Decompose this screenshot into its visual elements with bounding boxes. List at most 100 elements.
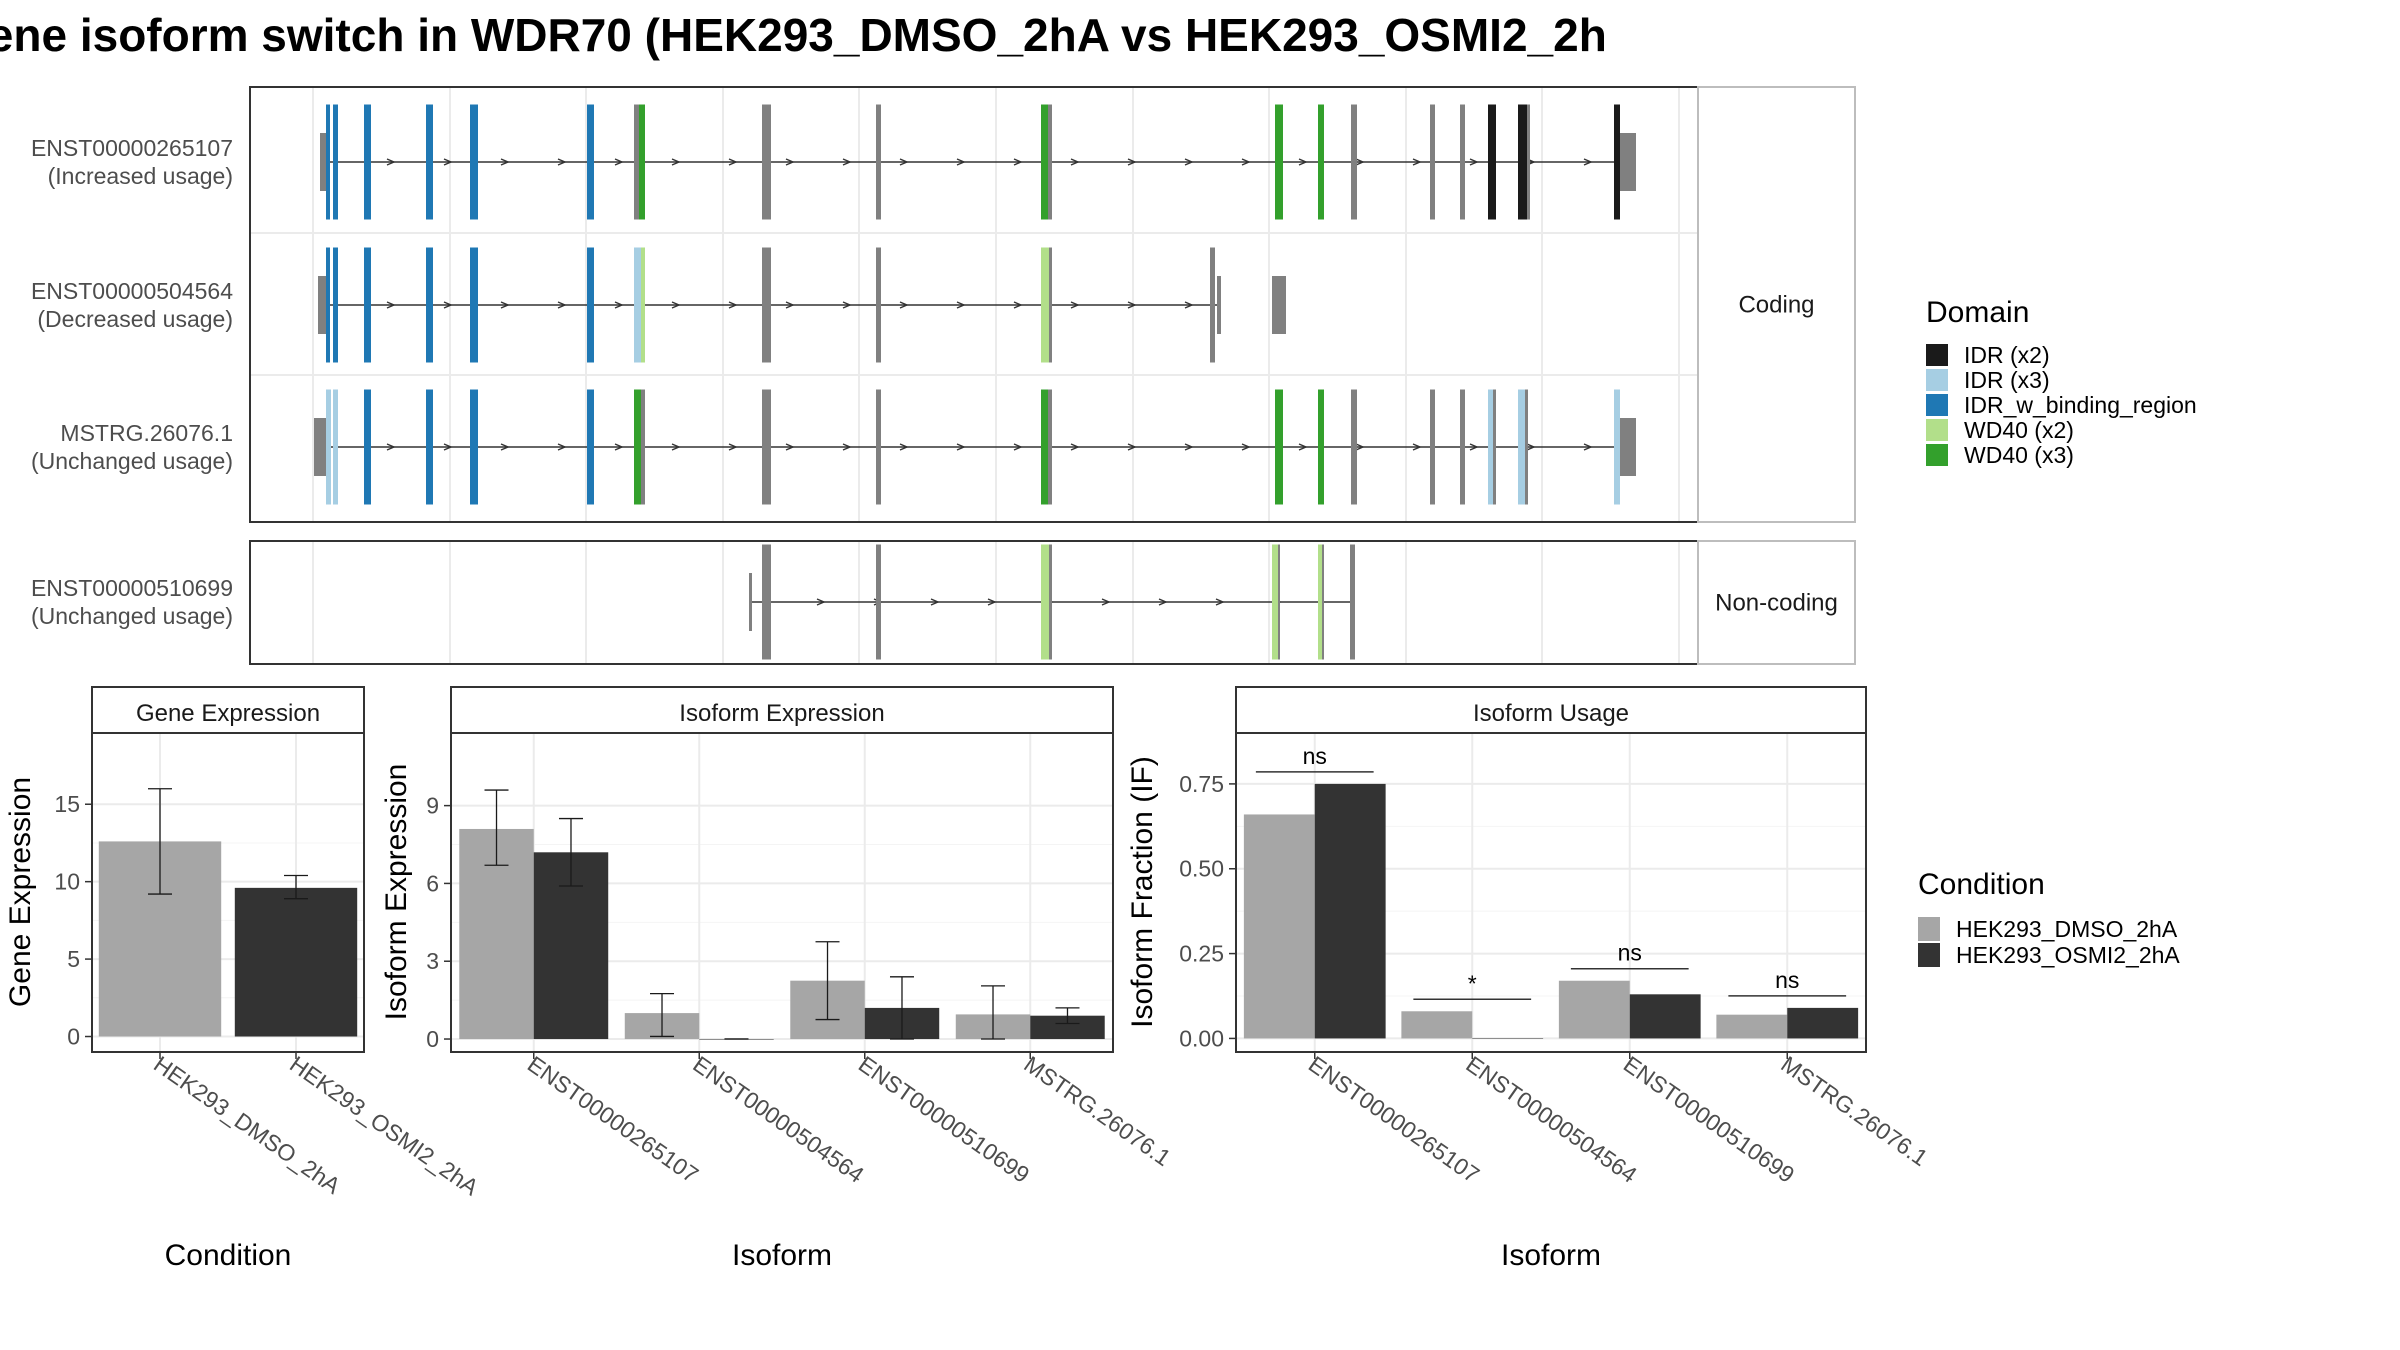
- transcript-track-ENST00000504564: [318, 247, 1286, 363]
- direction-arrow: [500, 443, 510, 451]
- coding-exon: [1041, 104, 1052, 220]
- coding-exon: [1351, 104, 1357, 220]
- direction-arrow: [671, 301, 681, 309]
- direction-arrow: [500, 301, 510, 309]
- direction-arrow: [614, 443, 624, 451]
- direction-arrow: [728, 301, 738, 309]
- direction-arrow: [899, 158, 909, 166]
- exon-edge: [1049, 247, 1052, 363]
- bar: [1030, 1015, 1105, 1040]
- coding-exon: [1430, 104, 1435, 220]
- direction-arrow: [785, 443, 795, 451]
- bar: [1629, 994, 1701, 1039]
- direction-arrow: [443, 301, 453, 309]
- coding-exon: [470, 247, 478, 363]
- direction-arrow: [386, 301, 396, 309]
- exon-edge: [1049, 544, 1052, 660]
- coding-exon: [470, 104, 478, 220]
- x-tick-label: ENST00000510699: [854, 1051, 1034, 1188]
- direction-arrow: [1013, 443, 1023, 451]
- utr-exon: [1272, 276, 1286, 334]
- utr-exon: [318, 276, 327, 334]
- direction-arrow: [1298, 158, 1308, 166]
- direction-arrow: [1070, 443, 1080, 451]
- significance-label: ns: [1618, 940, 1642, 966]
- exon-edge: [1527, 104, 1530, 220]
- direction-arrow: [1013, 158, 1023, 166]
- transcript-track-ENST00000265107: [320, 104, 1636, 220]
- coding-exon: [1318, 544, 1324, 660]
- utr-exon: [320, 133, 326, 191]
- direction-arrow: [956, 158, 966, 166]
- chart-title: Gene Expression: [136, 700, 320, 727]
- coding-exon: [326, 104, 330, 220]
- coding-exon: [1488, 104, 1496, 220]
- coding-exon: [762, 104, 771, 220]
- direction-arrow: [1355, 158, 1365, 166]
- y-tick-label: 10: [54, 869, 80, 895]
- direction-arrow: [816, 598, 826, 606]
- figure-title: Gene isoform switch in WDR70 (HEK293_DMS…: [0, 9, 1607, 61]
- direction-arrow: [842, 301, 852, 309]
- condition-legend-key: [1918, 917, 1940, 941]
- coding-exon: [1272, 544, 1280, 660]
- direction-arrow: [557, 443, 567, 451]
- coding-exon: [333, 247, 338, 363]
- transcript-label-id: ENST00000510699: [31, 575, 233, 601]
- direction-arrow: [1469, 158, 1479, 166]
- direction-arrow: [1158, 598, 1168, 606]
- direction-arrow: [1583, 158, 1593, 166]
- coding-exon: [1430, 389, 1435, 505]
- direction-arrow: [1127, 443, 1137, 451]
- direction-arrow: [842, 158, 852, 166]
- direction-arrow: [1241, 158, 1251, 166]
- direction-arrow: [557, 301, 567, 309]
- direction-arrow: [930, 598, 940, 606]
- domain-legend-label: IDR (x3): [1964, 367, 2050, 393]
- direction-arrow: [1101, 598, 1111, 606]
- facet-strip: [1697, 540, 1856, 665]
- y-axis-label: Gene Expression: [4, 777, 37, 1007]
- facet-strip-label: Non-coding: [1715, 590, 1838, 617]
- coding-exon: [1460, 389, 1465, 505]
- exon-edge: [1048, 104, 1052, 220]
- coding-exon: [1518, 389, 1528, 505]
- direction-arrow: [728, 158, 738, 166]
- coding-exon: [1351, 389, 1357, 505]
- coding-exon: [470, 389, 478, 505]
- x-tick-label: ENST00000265107: [523, 1051, 703, 1188]
- facet-strip: [1235, 686, 1867, 734]
- transcript-label-id: MSTRG.26076.1: [60, 420, 233, 446]
- x-axis-label: Isoform: [732, 1239, 832, 1272]
- coding-exon: [762, 247, 771, 363]
- bar: [1558, 980, 1630, 1039]
- domain-legend-label: WD40 (x2): [1964, 417, 2074, 443]
- coding-exon: [333, 389, 338, 505]
- coding-exon: [876, 544, 881, 660]
- transcript-label-usage: (Unchanged usage): [31, 448, 233, 474]
- domain-legend-label: IDR_w_binding_region: [1964, 392, 2197, 418]
- domain-legend-key: [1926, 369, 1948, 391]
- direction-arrow: [1184, 301, 1194, 309]
- condition-legend-key: [1918, 943, 1940, 967]
- y-tick-label: 9: [426, 793, 439, 819]
- facet-strip: [450, 686, 1114, 734]
- utr-exon: [314, 418, 326, 476]
- y-tick-label: 5: [67, 946, 80, 972]
- bar: [1716, 1014, 1788, 1039]
- direction-arrow: [443, 158, 453, 166]
- x-tick-label: MSTRG.26076.1: [1019, 1051, 1175, 1171]
- direction-arrow: [1526, 443, 1536, 451]
- coding-exon: [1350, 544, 1355, 660]
- exon-edge: [1525, 389, 1528, 505]
- significance-label: *: [1468, 970, 1477, 996]
- coding-exon: [1041, 544, 1052, 660]
- coding-exon: [426, 389, 433, 505]
- x-tick-label: ENST00000265107: [1304, 1051, 1484, 1188]
- direction-arrow: [1013, 301, 1023, 309]
- direction-arrow: [1298, 443, 1308, 451]
- y-tick-label: 6: [426, 870, 439, 896]
- significance-label: ns: [1303, 743, 1327, 769]
- coding-exon: [634, 247, 645, 363]
